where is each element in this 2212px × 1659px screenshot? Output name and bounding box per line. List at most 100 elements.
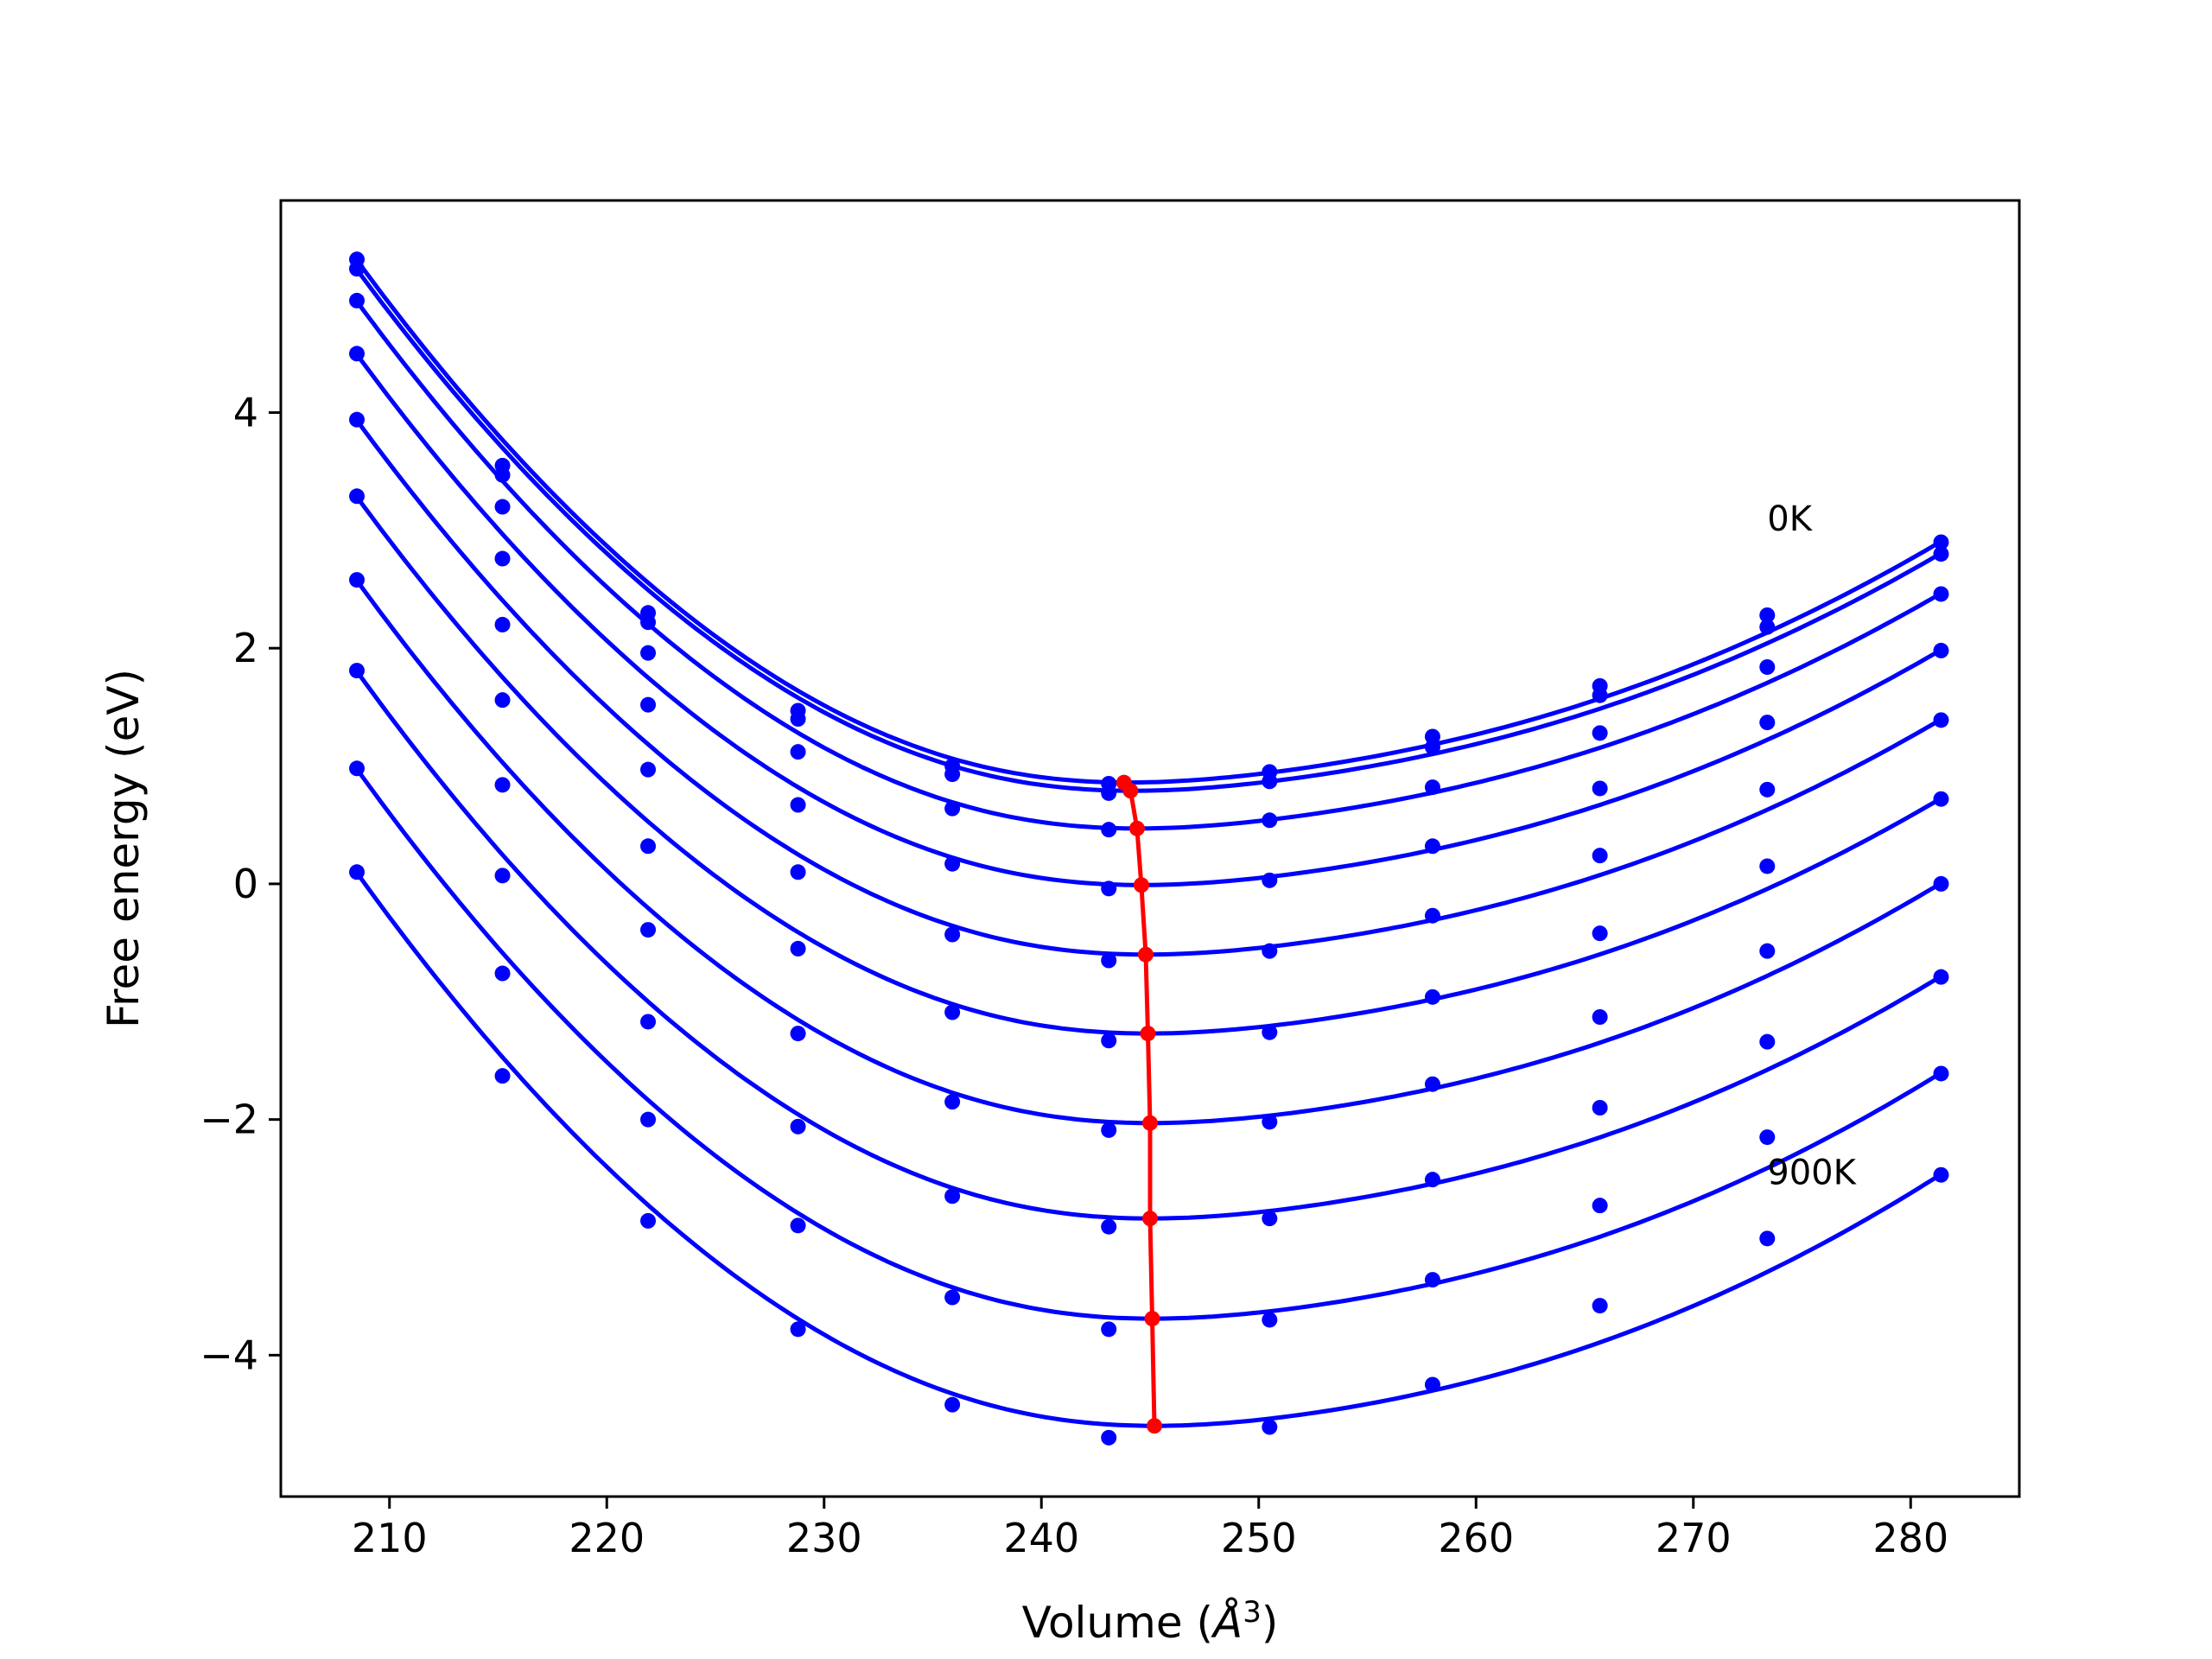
x-tick-label: 280 [1872, 1515, 1948, 1561]
data-point [1262, 812, 1278, 829]
data-point [1101, 785, 1117, 801]
data-point [790, 1026, 806, 1042]
data-point [1262, 1114, 1278, 1130]
fit-curve-4 [354, 419, 1942, 957]
data-point [640, 761, 657, 778]
data-point [790, 744, 806, 760]
data-layer [349, 251, 1949, 1446]
data-point [1262, 1419, 1278, 1435]
x-tick-label: 240 [1003, 1515, 1079, 1561]
data-point [1592, 1100, 1608, 1116]
data-point [349, 292, 365, 308]
data-point [1262, 943, 1278, 959]
data-point [944, 1396, 961, 1413]
data-point [494, 868, 511, 884]
minimum-point [1140, 1026, 1156, 1042]
data-point [1933, 586, 1949, 602]
data-point [790, 1118, 806, 1135]
data-point [349, 760, 365, 777]
data-point [1592, 925, 1608, 942]
data-point [1424, 779, 1440, 796]
fit-curve-3 [354, 353, 1942, 887]
data-point [1592, 687, 1608, 703]
annotation-label: 0K [1767, 499, 1813, 539]
annotation-label: 900K [1767, 1154, 1857, 1193]
data-point [1933, 875, 1949, 892]
data-point [1759, 619, 1776, 635]
data-point [944, 1188, 961, 1205]
data-point [1424, 1272, 1440, 1288]
data-point [1933, 1166, 1949, 1183]
data-point [494, 550, 511, 567]
data-point [349, 411, 365, 428]
fit-curve-2 [354, 300, 1942, 831]
data-point [790, 864, 806, 880]
data-point [494, 499, 511, 515]
data-point [494, 1068, 511, 1084]
data-point [349, 346, 365, 362]
data-point [349, 572, 365, 588]
data-point [640, 1111, 657, 1128]
data-point [1101, 1033, 1117, 1049]
data-point [1759, 715, 1776, 731]
data-point [790, 1217, 806, 1234]
data-point [1262, 872, 1278, 888]
fit-curve-1 [354, 268, 1942, 793]
data-point [1424, 1076, 1440, 1092]
data-point [790, 1321, 806, 1338]
data-point [1933, 642, 1949, 658]
data-point [1101, 880, 1117, 897]
data-point [1759, 1230, 1776, 1247]
data-point [494, 777, 511, 793]
data-point [1592, 848, 1608, 864]
data-point [349, 261, 365, 277]
minimum-point [1128, 820, 1145, 836]
y-tick-label: −4 [200, 1332, 258, 1378]
y-tick-label: 2 [233, 625, 258, 671]
data-point [1101, 1218, 1117, 1235]
data-point [640, 696, 657, 713]
data-point [1262, 1024, 1278, 1040]
data-point [494, 965, 511, 982]
data-point [1759, 659, 1776, 675]
minimum-point [1142, 1115, 1158, 1131]
data-point [1933, 969, 1949, 985]
data-point [1101, 1321, 1117, 1338]
data-point [349, 663, 365, 679]
x-axis-label: Volume (Å3) [1022, 1595, 1279, 1648]
data-point [1592, 780, 1608, 797]
data-point [1262, 773, 1278, 790]
data-point [1933, 1065, 1949, 1082]
data-point [1592, 725, 1608, 741]
data-point [1424, 739, 1440, 755]
data-point [1101, 822, 1117, 838]
data-point [1262, 1312, 1278, 1328]
data-point [1101, 1122, 1117, 1138]
data-point [1759, 607, 1776, 623]
data-point [494, 692, 511, 709]
data-point [944, 766, 961, 783]
data-point [1759, 1129, 1776, 1146]
minima-line [1122, 781, 1157, 1427]
x-tick-label: 270 [1656, 1515, 1732, 1561]
data-point [944, 1289, 961, 1306]
data-point [944, 800, 961, 817]
data-point [494, 616, 511, 632]
data-point [1424, 1172, 1440, 1188]
data-point [1592, 1298, 1608, 1314]
data-point [944, 1094, 961, 1110]
data-point [1424, 1376, 1440, 1393]
data-point [1592, 1009, 1608, 1025]
minimum-point [1144, 1311, 1160, 1327]
data-point [640, 838, 657, 855]
y-tick-label: 4 [233, 389, 258, 435]
x-tick-label: 230 [786, 1515, 862, 1561]
data-point [640, 922, 657, 938]
data-point [1933, 546, 1949, 563]
data-point [1424, 907, 1440, 924]
data-point [1101, 1429, 1117, 1446]
data-point [1759, 943, 1776, 959]
data-point [944, 926, 961, 943]
data-point [790, 797, 806, 813]
data-point [640, 1014, 657, 1030]
